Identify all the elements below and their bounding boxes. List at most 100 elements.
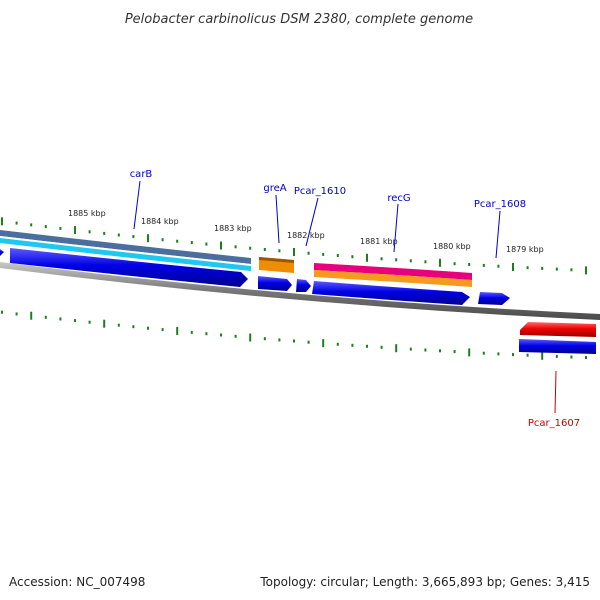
outer-major-tick	[1, 217, 3, 226]
outer-minor-tick	[88, 230, 91, 234]
outer-minor-tick	[395, 258, 398, 262]
outer-minor-tick	[249, 246, 252, 250]
greA-band-shade	[259, 257, 294, 263]
outer-minor-tick	[336, 254, 339, 257]
inner-minor-tick	[88, 320, 91, 324]
scale-label-1884: 1884 kbp	[141, 217, 179, 226]
inner-minor-tick	[570, 355, 573, 359]
outer-tick-marks	[1, 217, 587, 275]
inner-minor-tick	[453, 350, 456, 354]
outer-major-tick	[147, 234, 149, 243]
outer-major-tick	[512, 263, 514, 271]
gene-arrow-carB[interactable]	[10, 248, 248, 287]
accession-text: Accession: NC_007498	[9, 575, 145, 589]
inner-minor-tick	[132, 325, 135, 329]
inner-minor-tick	[351, 343, 354, 347]
inner-minor-tick	[234, 334, 237, 338]
outer-minor-tick	[44, 225, 47, 229]
map-title: Pelobacter carbinolicus DSM 2380, comple…	[125, 12, 473, 27]
inner-major-tick	[322, 339, 325, 348]
outer-minor-tick	[468, 263, 471, 266]
inner-minor-tick	[555, 354, 558, 358]
outer-minor-tick	[15, 221, 18, 225]
reverse-genes	[519, 322, 596, 354]
inner-major-tick	[541, 351, 544, 360]
gene-label-Pcar_1607[interactable]: Pcar_1607	[528, 418, 580, 429]
scale-label-1885: 1885 kbp	[68, 209, 106, 218]
outer-minor-tick	[555, 267, 558, 271]
inner-minor-tick	[147, 326, 149, 330]
leader-Pcar_1610	[305, 197, 319, 247]
inner-minor-tick	[1, 310, 3, 314]
gene-arrow-Pcar_1607[interactable]	[519, 339, 596, 354]
outer-minor-tick	[205, 242, 208, 246]
carB-band-mid	[0, 236, 251, 266]
inner-minor-tick	[205, 332, 208, 336]
inner-minor-tick	[190, 330, 193, 334]
outer-minor-tick	[234, 245, 237, 249]
outer-minor-tick	[526, 266, 529, 270]
outer-minor-tick	[380, 257, 383, 261]
forward-genes	[0, 248, 510, 305]
outer-minor-tick	[497, 264, 500, 268]
inner-minor-tick	[585, 356, 587, 359]
outer-minor-tick	[190, 241, 193, 245]
inner-minor-tick	[220, 333, 222, 337]
outer-minor-tick	[453, 262, 456, 266]
inner-minor-tick	[59, 317, 62, 321]
gene-label-Pcar_1608[interactable]: Pcar_1608	[474, 199, 526, 210]
inner-minor-tick	[482, 351, 485, 355]
gene-label-carB[interactable]: carB	[130, 169, 153, 180]
gene-arrow-left-edge[interactable]	[0, 249, 4, 256]
inner-minor-tick	[44, 315, 47, 319]
outer-minor-tick	[409, 259, 412, 263]
outer-minor-tick	[541, 266, 544, 270]
outer-minor-tick	[307, 251, 310, 255]
gene-label-greA[interactable]: greA	[263, 183, 286, 194]
leader-recG	[393, 203, 399, 253]
genome-summary-text: Topology: circular; Length: 3,665,893 bp…	[259, 575, 590, 589]
inner-major-tick	[468, 348, 471, 357]
outer-minor-tick	[278, 249, 281, 253]
gene-arrow-recG[interactable]	[312, 281, 470, 305]
gene-label-Pcar_1610[interactable]: Pcar_1610	[294, 186, 346, 197]
outer-minor-tick	[161, 238, 164, 242]
gene-arrow-greA[interactable]	[258, 276, 292, 291]
outer-minor-tick	[30, 223, 33, 227]
gene-label-recG[interactable]: recG	[387, 193, 410, 204]
outer-major-tick	[366, 253, 368, 262]
recG-band-top	[314, 263, 472, 280]
outer-minor-tick	[59, 226, 62, 230]
outer-minor-tick	[322, 252, 325, 256]
recG-band-bottom	[314, 270, 472, 287]
gene-arrow-Pcar_1608[interactable]	[478, 292, 510, 305]
inner-major-tick	[30, 311, 33, 320]
inner-minor-tick	[307, 340, 310, 344]
carB-band-bottom	[0, 238, 251, 271]
outer-major-tick	[293, 248, 295, 256]
outer-minor-tick	[424, 260, 427, 264]
function-bands	[0, 230, 472, 287]
outer-minor-tick	[263, 248, 266, 251]
inner-tick-marks	[1, 310, 587, 360]
outer-minor-tick	[570, 268, 573, 272]
leader-carB	[133, 180, 141, 230]
leader-greA	[275, 194, 280, 244]
genome-backbone	[0, 262, 600, 320]
gene-arrow-Pcar_1610[interactable]	[296, 279, 311, 292]
inner-minor-tick	[526, 353, 529, 357]
inner-minor-tick	[278, 338, 281, 342]
inner-minor-tick	[293, 339, 295, 343]
inner-major-tick	[249, 333, 252, 342]
outer-major-tick	[220, 241, 222, 250]
gene-arrow-Pcar_1607-red[interactable]	[520, 322, 596, 337]
inner-minor-tick	[74, 319, 76, 323]
inner-minor-tick	[366, 344, 368, 348]
inner-minor-tick	[409, 347, 412, 351]
inner-major-tick	[395, 344, 398, 353]
outer-minor-tick	[103, 231, 106, 235]
inner-minor-tick	[380, 345, 383, 349]
outer-major-tick	[74, 226, 76, 235]
outer-major-tick	[585, 266, 587, 275]
